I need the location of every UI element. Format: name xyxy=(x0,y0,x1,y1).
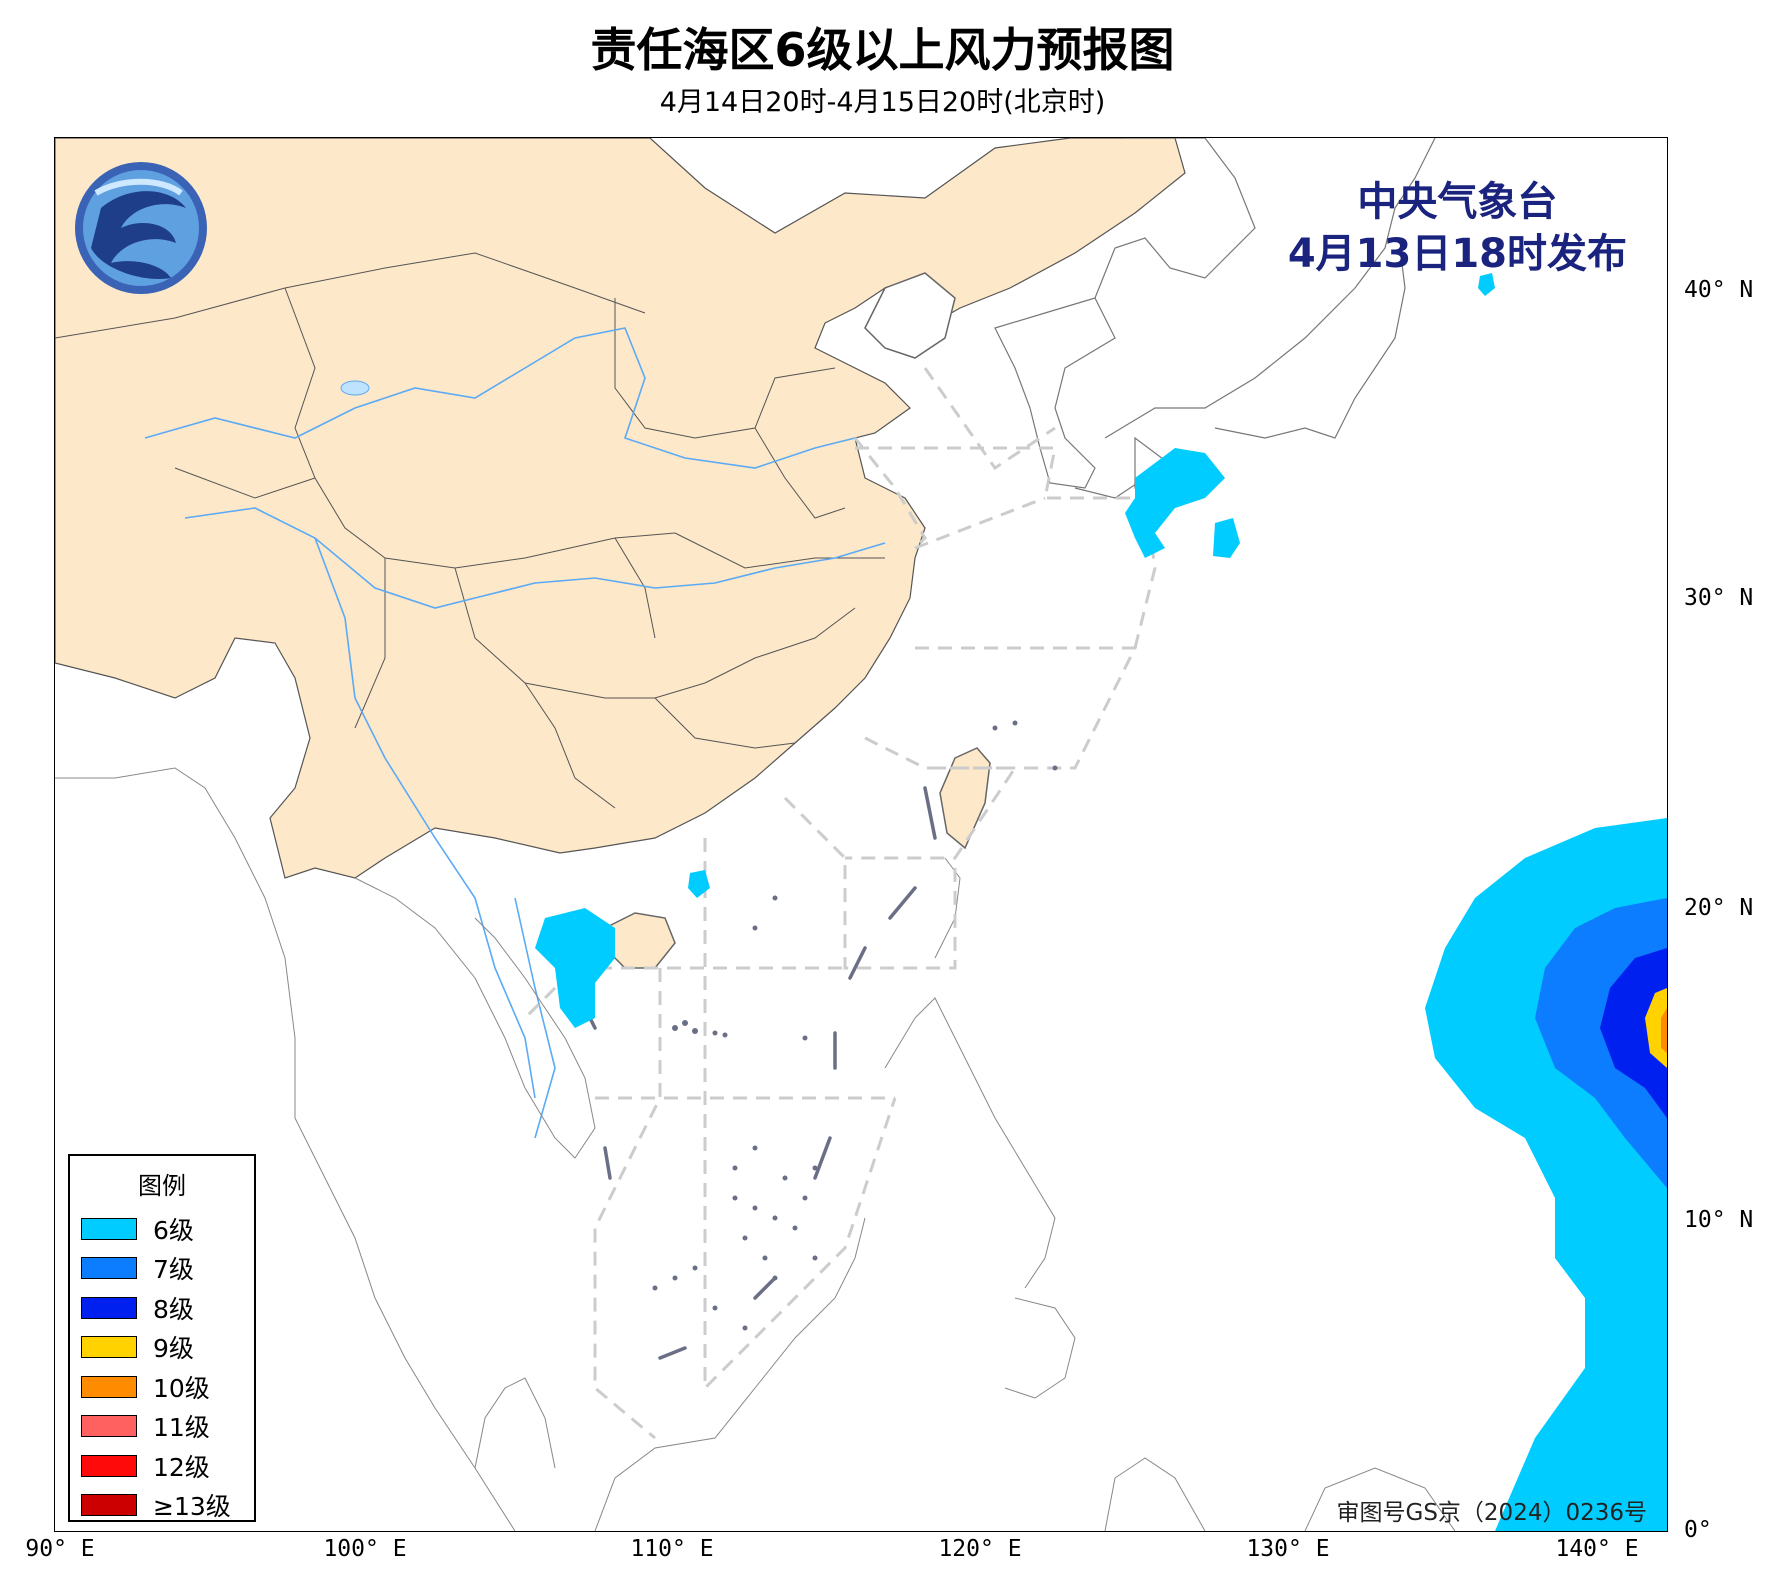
legend-item: 12级 xyxy=(70,1446,254,1486)
scattered-islands xyxy=(652,720,1058,1331)
legend-item: 7级 xyxy=(70,1249,254,1289)
legend-title: 图例 xyxy=(138,1172,186,1200)
map-title: 责任海区6级以上风力预报图 xyxy=(590,23,1175,77)
legend-item: 6级 xyxy=(70,1209,254,1249)
legend-items: 6级 7级 8级 9级 10级 11级 12级 ≥13级 xyxy=(70,1209,254,1525)
legend: 图例 6级 7级 8级 9级 10级 11级 12级 ≥13级 xyxy=(68,1154,256,1522)
x-tick-100e: 100° E xyxy=(323,1536,407,1562)
wind-10-band xyxy=(1661,1008,1667,1053)
y-tick-40n: 40° N xyxy=(1684,277,1754,303)
legend-item: ≥13级 xyxy=(70,1486,254,1526)
issuer-block: 中央气象台 4月13日18时发布 xyxy=(1288,176,1627,280)
rivers xyxy=(144,327,886,1139)
legend-label: 10级 xyxy=(153,1373,210,1403)
legend-item: 9级 xyxy=(70,1328,254,1368)
legend-label: 9级 xyxy=(153,1334,194,1364)
issue-time: 4月13日18时发布 xyxy=(1287,231,1627,277)
legend-label: ≥13级 xyxy=(153,1492,231,1522)
bohai-coast xyxy=(864,272,956,359)
sea-zone-boundaries xyxy=(523,367,1157,1440)
legend-label: 12级 xyxy=(153,1452,210,1482)
y-tick-30n: 30° N xyxy=(1684,585,1754,611)
hokkaido-wind xyxy=(1478,273,1495,296)
legend-swatch xyxy=(81,1454,137,1477)
korea-strait-wind xyxy=(1125,448,1225,558)
wind-forecast-map: 中央气象台 4月13日18时发布 审图号GS京（2024）0236号 xyxy=(54,137,1668,1532)
legend-swatch xyxy=(81,1257,137,1280)
legend-swatch xyxy=(81,1494,137,1517)
legend-swatch xyxy=(81,1217,137,1240)
x-tick-120e: 120° E xyxy=(938,1536,1022,1562)
legend-item: 11级 xyxy=(70,1407,254,1447)
x-tick-110e: 110° E xyxy=(630,1536,714,1562)
map-approval-number: 审图号GS京（2024）0236号 xyxy=(1336,1500,1648,1526)
southeast-asia-coastlines xyxy=(55,767,1456,1531)
issuer-name: 中央气象台 xyxy=(1357,179,1558,225)
legend-item: 10级 xyxy=(70,1367,254,1407)
hongkong-wind xyxy=(688,870,710,898)
wind-level-6-areas xyxy=(535,273,1495,1028)
legend-swatch xyxy=(81,1375,137,1398)
y-tick-20n: 20° N xyxy=(1684,895,1754,921)
wind-8-band xyxy=(1600,948,1667,1118)
cma-logo xyxy=(75,162,207,294)
legend-item: 8级 xyxy=(70,1288,254,1328)
china-land xyxy=(55,138,1186,879)
x-tick-130e: 130° E xyxy=(1246,1536,1330,1562)
legend-label: 7级 xyxy=(153,1255,194,1285)
qinghai-lake xyxy=(340,380,370,396)
x-tick-140e: 140° E xyxy=(1555,1536,1639,1562)
legend-swatch xyxy=(81,1415,137,1438)
typhoon-wind-field xyxy=(1425,818,1667,1531)
nine-dash-line xyxy=(578,786,937,1360)
kyushu-wind xyxy=(1213,518,1240,558)
legend-swatch xyxy=(81,1296,137,1319)
legend-label: 8级 xyxy=(153,1294,194,1324)
y-tick-0: 0° xyxy=(1684,1517,1712,1543)
y-tick-10n: 10° N xyxy=(1684,1207,1754,1233)
map-canvas xyxy=(55,138,1667,1531)
legend-label: 6级 xyxy=(153,1215,194,1245)
gulf-of-tonkin-wind xyxy=(535,908,615,1028)
legend-label: 11级 xyxy=(153,1413,210,1443)
hainan-island xyxy=(604,912,676,969)
x-tick-90e: 90° E xyxy=(25,1536,95,1562)
legend-swatch xyxy=(81,1336,137,1359)
taiwan-island xyxy=(939,747,991,850)
map-subtitle: 4月14日20时-4月15日20时(北京时) xyxy=(659,87,1106,118)
